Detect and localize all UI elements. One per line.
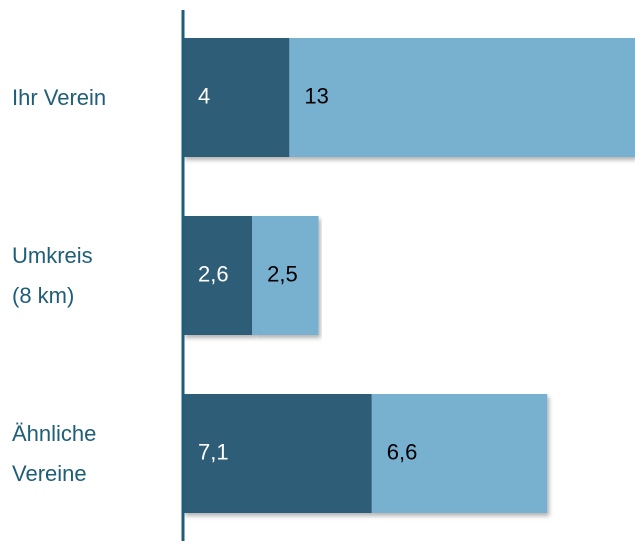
value-label: 13 bbox=[304, 83, 328, 108]
bar-segment bbox=[371, 394, 548, 513]
bar-segment bbox=[289, 38, 635, 157]
value-label: 4 bbox=[198, 83, 210, 108]
value-label: 2,5 bbox=[267, 261, 298, 286]
value-label: 2,6 bbox=[198, 261, 229, 286]
bar-segment bbox=[183, 38, 290, 157]
value-label: 6,6 bbox=[387, 439, 418, 464]
category-label: Ähnliche Vereine bbox=[12, 420, 97, 486]
category-label: Ihr Verein bbox=[12, 84, 107, 110]
bar-segment bbox=[183, 216, 253, 335]
bar-segment bbox=[252, 216, 319, 335]
category-label: Umkreis (8 km) bbox=[12, 242, 93, 308]
value-label: 7,1 bbox=[198, 439, 229, 464]
bar-segment bbox=[183, 394, 372, 513]
